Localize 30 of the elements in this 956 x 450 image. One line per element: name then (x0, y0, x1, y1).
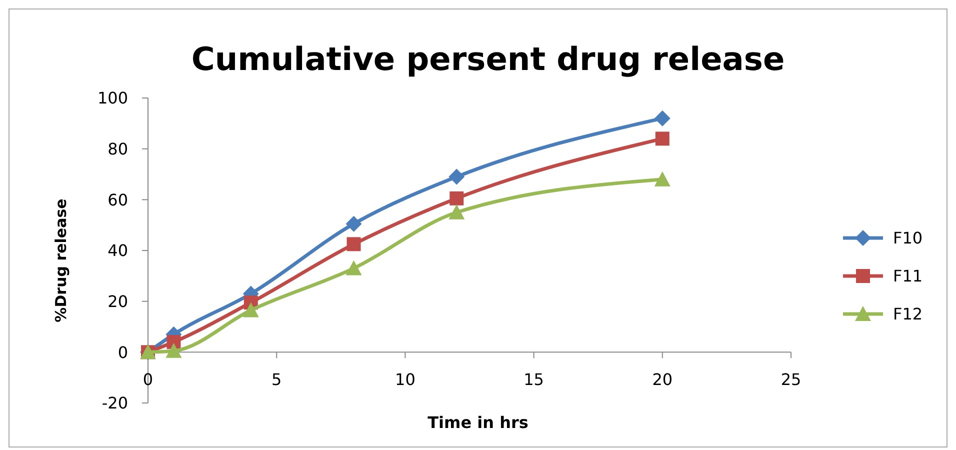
point (346, 216, 362, 232)
y-axis-title: %Drug release (52, 198, 70, 322)
x-tick-label: 10 (395, 370, 416, 390)
point (346, 237, 361, 252)
point (450, 191, 464, 206)
y-tick-label: 60 (108, 190, 128, 210)
point (654, 110, 670, 126)
point (448, 204, 465, 220)
x-tick-label: 20 (652, 370, 673, 390)
chart-title: Cumulative persent drug release (191, 40, 785, 78)
legend-label: F11 (893, 266, 923, 286)
legend-label: F12 (893, 304, 923, 324)
y-tick-label: 100 (97, 88, 128, 108)
point (242, 302, 259, 318)
x-tick-label: 5 (272, 370, 282, 390)
point (654, 171, 670, 186)
x-axis-title: Time in hrs (428, 413, 528, 432)
y-tick-label: 40 (108, 241, 128, 260)
point (166, 342, 182, 358)
point (655, 132, 670, 146)
x-tick-label: 15 (524, 370, 544, 390)
x-tick-label: 0 (142, 370, 154, 390)
legend-label: F10 (893, 228, 923, 248)
y-tick-label: 0 (118, 342, 128, 362)
y-tick-label: -20 (102, 394, 128, 413)
point (448, 168, 465, 185)
x-tick-label: 25 (780, 370, 802, 390)
point (346, 260, 362, 276)
y-tick-label: 80 (108, 139, 128, 158)
y-tick-label: 20 (108, 292, 128, 311)
